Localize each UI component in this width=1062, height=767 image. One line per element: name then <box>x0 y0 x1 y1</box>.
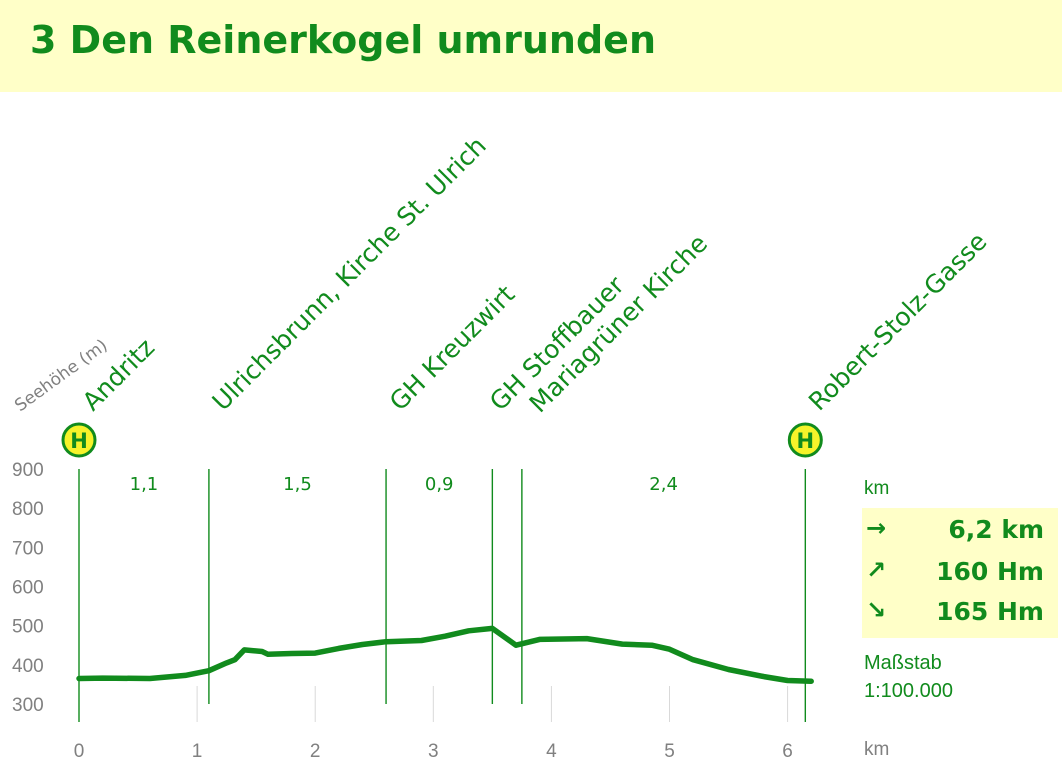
x-tick-label: 6 <box>782 741 793 762</box>
descent-value: 165 Hm <box>936 597 1044 626</box>
waypoint-lines <box>78 468 807 722</box>
stats-box: → 6,2 km ↗ 160 Hm ↘ 165 Hm <box>862 508 1058 638</box>
descent-row: ↘ 165 Hm <box>862 594 1058 632</box>
axes: 0 1 2 3 4 5 6 300 400 500 600 700 800 900 <box>12 460 793 762</box>
segment-labels: 1,1 1,5 0,9 2,4 <box>130 474 678 495</box>
segment-distance-label: 0,9 <box>425 474 454 495</box>
waypoint-name-label: Mariagrüner Kirche <box>524 229 713 418</box>
y-tick-label: 300 <box>12 695 44 716</box>
bus-stop-icon <box>787 422 823 458</box>
elevation-profile-line <box>76 625 814 685</box>
header-band: 3 Den Reinerkogel umrunden <box>0 0 1062 92</box>
y-tick-label: 700 <box>12 538 44 559</box>
waypoint-name-label: Robert-Stolz-Gasse <box>803 227 993 417</box>
distance-row: → 6,2 km <box>862 512 1058 550</box>
segment-distance-label: 2,4 <box>649 474 678 495</box>
y-tick-label: 900 <box>12 460 44 481</box>
x-tick-label: 5 <box>664 741 675 762</box>
segment-distance-label: 1,5 <box>283 474 312 495</box>
x-tick-label: 3 <box>428 741 439 762</box>
bus-stop-letter: H <box>797 429 815 453</box>
profile-line-layer <box>76 625 814 685</box>
x-tick-label: 4 <box>546 741 557 762</box>
x-tick-label: 1 <box>192 741 203 762</box>
ascent-arrow-icon: ↗ <box>866 556 887 584</box>
y-tick-label: 800 <box>12 499 44 520</box>
ascent-value: 160 Hm <box>936 557 1044 586</box>
ascent-row: ↗ 160 Hm <box>862 554 1058 592</box>
waypoint-labels: Andritz Ulrichsbrunn, Kirche St. UlrichGH… <box>77 131 993 418</box>
y-tick-label: 500 <box>12 617 44 638</box>
scale-label: Maßstab <box>864 652 942 674</box>
vertical-gridlines <box>196 686 789 722</box>
distance-arrow-icon: → <box>866 514 887 542</box>
segment-unit-label: km <box>864 478 890 499</box>
y-tick-label: 600 <box>12 577 44 598</box>
scale-value: 1:100.000 <box>864 680 953 702</box>
y-tick-label: 400 <box>12 656 44 677</box>
segment-distance-label: 1,1 <box>130 474 159 495</box>
bus-stop-icon <box>61 422 97 458</box>
page-title: 3 Den Reinerkogel umrunden <box>30 18 656 62</box>
distance-value: 6,2 km <box>948 515 1044 544</box>
waypoint-name-label: Ulrichsbrunn, Kirche St. Ulrich <box>207 131 492 416</box>
x-axis-unit: km <box>864 739 889 760</box>
descent-arrow-icon: ↘ <box>866 596 887 624</box>
x-tick-label: 0 <box>74 741 85 762</box>
bus-stop-letter: H <box>70 429 88 453</box>
x-tick-label: 2 <box>310 741 321 762</box>
